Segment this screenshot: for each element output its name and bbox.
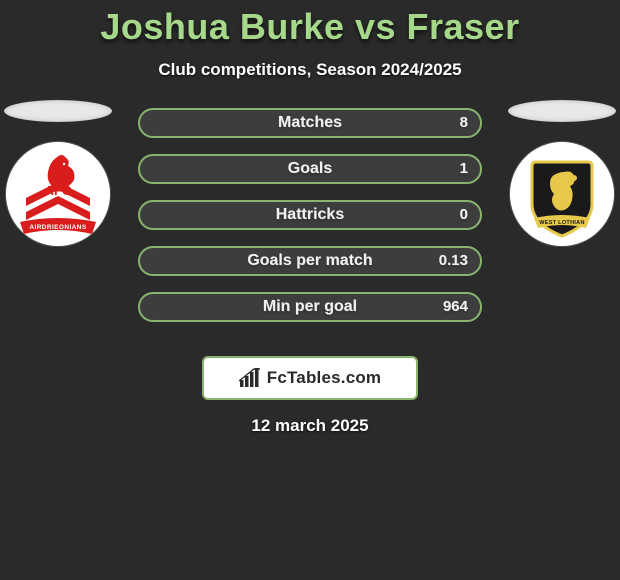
brand-box: FcTables.com bbox=[202, 356, 418, 400]
stat-value: 0 bbox=[460, 202, 468, 228]
stat-value: 964 bbox=[443, 294, 468, 320]
livingston-crest-icon: WEST LOTHIAN bbox=[510, 142, 614, 246]
badge-left-subtext: AIRDRIEONIANS bbox=[29, 224, 86, 231]
stat-value: 8 bbox=[460, 110, 468, 136]
right-column: WEST LOTHIAN bbox=[502, 100, 620, 246]
airdrieonians-crest-icon: AFC AIRDRIEONIANS bbox=[6, 142, 110, 246]
stats-list: Matches 8 Goals 1 Hattricks 0 Goals per … bbox=[138, 108, 482, 338]
stat-row-matches: Matches 8 bbox=[138, 108, 482, 138]
stat-label: Hattricks bbox=[140, 202, 480, 228]
livingston-badge: WEST LOTHIAN bbox=[510, 142, 614, 246]
comparison-card: Joshua Burke vs Fraser Club competitions… bbox=[0, 0, 620, 580]
stat-row-goals: Goals 1 bbox=[138, 154, 482, 184]
stat-row-hattricks: Hattricks 0 bbox=[138, 200, 482, 230]
stat-value: 0.13 bbox=[439, 248, 468, 274]
player-right-oval bbox=[508, 100, 616, 122]
stat-row-min-per-goal: Min per goal 964 bbox=[138, 292, 482, 322]
stat-row-goals-per-match: Goals per match 0.13 bbox=[138, 246, 482, 276]
brand-text: FcTables.com bbox=[267, 368, 382, 388]
player-left-oval bbox=[4, 100, 112, 122]
airdrieonians-badge: AFC AIRDRIEONIANS bbox=[6, 142, 110, 246]
badge-left-text: AFC bbox=[45, 183, 72, 198]
title: Joshua Burke vs Fraser bbox=[0, 6, 620, 48]
subtitle: Club competitions, Season 2024/2025 bbox=[0, 60, 620, 80]
stat-label: Matches bbox=[140, 110, 480, 136]
main-row: AFC AIRDRIEONIANS Matches 8 Goals 1 Hatt… bbox=[0, 108, 620, 338]
stat-label: Min per goal bbox=[140, 294, 480, 320]
stat-label: Goals per match bbox=[140, 248, 480, 274]
stat-label: Goals bbox=[140, 156, 480, 182]
date-text: 12 march 2025 bbox=[0, 416, 620, 436]
badge-right-subtext: WEST LOTHIAN bbox=[539, 220, 584, 226]
bar-chart-icon bbox=[239, 368, 261, 388]
stat-value: 1 bbox=[460, 156, 468, 182]
left-column: AFC AIRDRIEONIANS bbox=[0, 100, 118, 246]
